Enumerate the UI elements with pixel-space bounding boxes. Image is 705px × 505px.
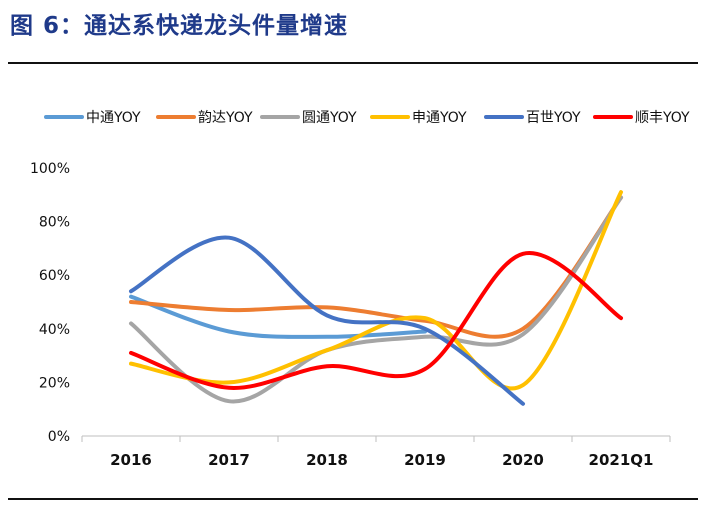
chart-legend: 中通YOY 韵达YOY 圆通YOY 申通YOY 百世YOY 顺丰YOY [44, 110, 690, 126]
legend-label: 圆通YOY [302, 110, 357, 126]
y-tick-label: 40% [39, 322, 70, 338]
series-line-5 [129, 235, 525, 406]
chart-axes: 0% 20% 40% 60% 80% 100% 2016 2017 2018 2019 2020 20… [30, 161, 671, 469]
legend-label: 韵达YOY [198, 110, 253, 126]
x-tick-label: 2018 [306, 451, 348, 469]
top-divider [8, 62, 698, 64]
series-line-6 [129, 251, 623, 390]
legend-label: 顺丰YOY [635, 110, 690, 126]
series-line-1 [129, 294, 427, 339]
y-tick-label: 0% [48, 429, 70, 445]
x-tick-label: 2016 [110, 451, 152, 469]
legend-label: 百世YOY [526, 110, 581, 126]
x-tick-label: 2017 [208, 451, 250, 469]
y-tick-label: 20% [39, 375, 70, 391]
series-line-4 [129, 190, 623, 391]
bottom-divider [8, 498, 698, 500]
series-line-2 [129, 195, 623, 339]
y-tick-label: 60% [39, 268, 70, 284]
chart-series [129, 190, 623, 406]
figure-title: 图 6：通达系快递龙头件量增速 [10, 13, 349, 39]
x-tick-label: 2019 [404, 451, 446, 469]
series-line-3 [129, 195, 623, 404]
y-tick-label: 100% [30, 161, 70, 177]
legend-label: 中通YOY [86, 110, 141, 126]
legend-label: 申通YOY [412, 110, 467, 126]
x-tick-label: 2021Q1 [589, 451, 654, 469]
x-tick-label: 2020 [502, 451, 544, 469]
y-tick-label: 80% [39, 215, 70, 231]
